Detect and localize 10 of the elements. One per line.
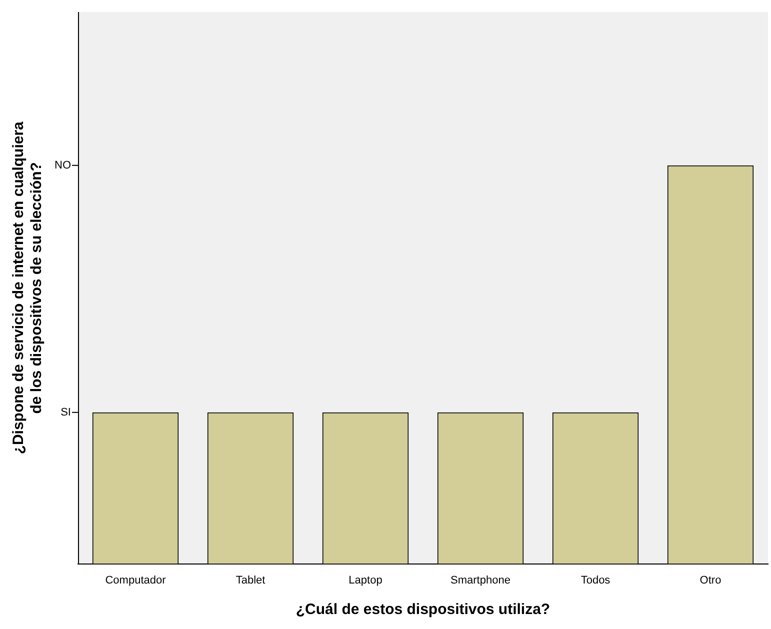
x-tick-label: Smartphone <box>450 574 510 586</box>
text: SI <box>60 406 71 418</box>
x-axis-title: ¿Cuál de estos dispositivos utiliza? <box>296 601 550 618</box>
x-tick-label: Otro <box>700 574 722 586</box>
x-tick-label: Computador <box>105 574 166 586</box>
text: NO <box>54 159 72 172</box>
y-axis-title: ¿Dispone de servicio de internet en cualquiera de los dispositivos de su elección? <box>10 120 46 454</box>
x-tick-label: Tablet <box>236 574 266 586</box>
x-tick-label: Todos <box>580 574 611 586</box>
x-tick-label: Laptop <box>348 574 382 586</box>
